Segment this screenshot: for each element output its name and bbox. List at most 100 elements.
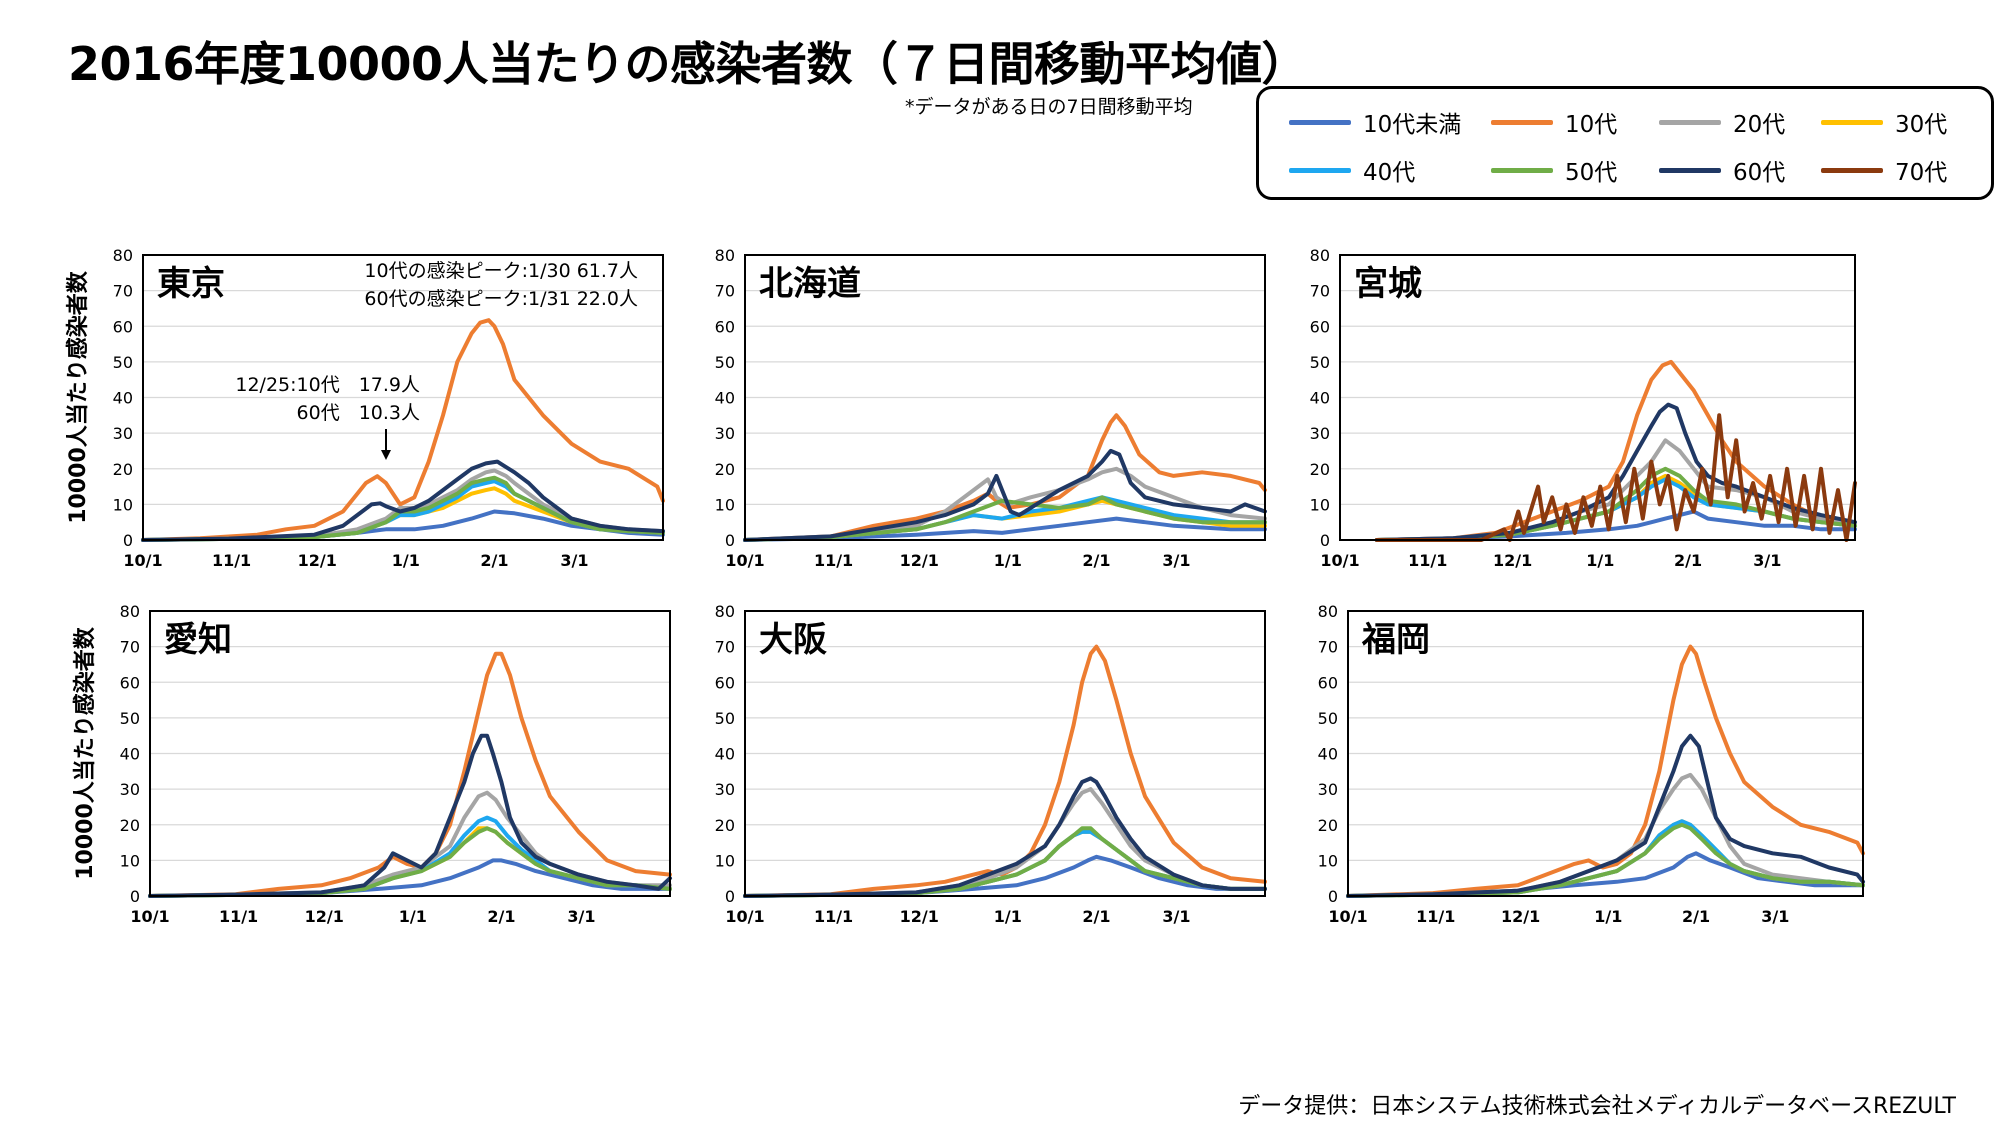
y-tick-label: 30 — [120, 780, 140, 799]
series-line-5 — [743, 826, 1267, 898]
chart-title: 北海道 — [759, 264, 861, 304]
x-tick-label: 10/1 — [123, 551, 162, 570]
x-tick-label: 12/1 — [900, 551, 939, 570]
x-tick-label: 10/1 — [1320, 551, 1359, 570]
y-tick-label: 60 — [1318, 673, 1338, 692]
y-tick-label: 80 — [120, 602, 140, 621]
series-line-4 — [1346, 819, 1865, 898]
x-tick-label: 2/1 — [1674, 551, 1702, 570]
annotation-peak-10s: 10代の感染ピーク:1/30 61.7人 — [364, 260, 638, 282]
legend-swatch — [1289, 119, 1351, 125]
x-tick-label: 12/1 — [298, 551, 337, 570]
series-line-1 — [148, 651, 672, 898]
y-tick-label: 20 — [120, 816, 140, 835]
x-tick-label: 11/1 — [1408, 551, 1447, 570]
y-tick-label: 40 — [715, 389, 735, 408]
annotation-1225-60s: 60代 10.3人 — [297, 402, 420, 424]
y-tick-label: 80 — [113, 246, 133, 265]
plot-frame — [744, 254, 1266, 541]
y-tick-label: 70 — [120, 638, 140, 657]
x-tick-label: 11/1 — [814, 907, 853, 926]
x-tick-label: 3/1 — [567, 907, 595, 926]
x-tick-label: 11/1 — [814, 551, 853, 570]
x-tick-label: 12/1 — [305, 907, 344, 926]
legend-item-30s: 30代 — [1821, 105, 1947, 139]
y-tick-label: 60 — [1310, 317, 1330, 336]
series-line-6 — [743, 448, 1267, 542]
y-tick-label: 0 — [130, 887, 140, 906]
y-tick-label: 30 — [113, 424, 133, 443]
x-tick-label: 10/1 — [130, 907, 169, 926]
x-tick-label: 10/1 — [725, 551, 764, 570]
y-tick-label: 40 — [113, 389, 133, 408]
legend-label: 40代 — [1363, 160, 1416, 186]
x-tick-label: 12/1 — [900, 907, 939, 926]
x-tick-label: 2/1 — [480, 551, 508, 570]
x-tick-label: 10/1 — [1328, 907, 1367, 926]
y-tick-label: 20 — [715, 460, 735, 479]
x-tick-label: 1/1 — [994, 551, 1022, 570]
y-tick-label: 70 — [715, 638, 735, 657]
x-tick-label: 3/1 — [1162, 551, 1190, 570]
legend-label: 10代 — [1565, 112, 1618, 138]
y-tick-label: 40 — [715, 745, 735, 764]
legend-swatch — [1821, 119, 1883, 125]
x-tick-label: 12/1 — [1501, 907, 1540, 926]
y-tick-label: 60 — [120, 673, 140, 692]
legend: 10代未満 10代 20代 30代 40代 50代 60代 70代 — [1256, 86, 1994, 200]
series-line-5 — [743, 495, 1267, 542]
y-tick-label: 50 — [1318, 709, 1338, 728]
x-tick-label: 2/1 — [1082, 551, 1110, 570]
y-tick-label: 20 — [715, 816, 735, 835]
x-tick-label: 12/1 — [1493, 551, 1532, 570]
y-tick-label: 20 — [113, 460, 133, 479]
x-tick-label: 11/1 — [219, 907, 258, 926]
legend-label: 60代 — [1733, 160, 1786, 186]
legend-item-20s: 20代 — [1659, 105, 1785, 139]
legend-item-40s: 40代 — [1289, 153, 1415, 187]
series-line-1 — [1374, 359, 1857, 542]
legend-label: 30代 — [1895, 112, 1948, 138]
page-note: *データがある日の7日間移動平均 — [905, 96, 1193, 118]
y-tick-label: 80 — [715, 602, 735, 621]
series-line-1 — [1346, 644, 1865, 898]
x-tick-label: 11/1 — [1416, 907, 1455, 926]
legend-item-60s: 60代 — [1659, 153, 1785, 187]
y-tick-label: 30 — [1310, 424, 1330, 443]
x-tick-label: 1/1 — [994, 907, 1022, 926]
annotation-arrow-head — [381, 450, 391, 460]
y-tick-label: 80 — [1310, 246, 1330, 265]
x-tick-label: 3/1 — [1761, 907, 1789, 926]
legend-item-under10: 10代未満 — [1289, 105, 1461, 139]
series-line-6 — [743, 776, 1267, 898]
y-tick-label: 70 — [715, 282, 735, 301]
y-tick-label: 0 — [725, 887, 735, 906]
y-tick-label: 30 — [1318, 780, 1338, 799]
y-tick-label: 50 — [113, 353, 133, 372]
annotation-peak-60s: 60代の感染ピーク:1/31 22.0人 — [364, 288, 638, 310]
series-line-6 — [141, 459, 665, 542]
legend-swatch — [1491, 119, 1553, 125]
y-tick-label: 0 — [725, 531, 735, 550]
y-tick-label: 20 — [1318, 816, 1338, 835]
annotation-1225-10s: 12/25:10代 17.9人 — [235, 374, 420, 396]
x-tick-label: 1/1 — [1594, 907, 1622, 926]
y-tick-label: 10 — [715, 851, 735, 870]
chart-title: 宮城 — [1354, 264, 1422, 304]
x-tick-label: 1/1 — [1586, 551, 1614, 570]
y-tick-label: 60 — [715, 317, 735, 336]
y-tick-label: 40 — [1318, 745, 1338, 764]
series-line-2 — [1346, 772, 1865, 898]
series-line-5 — [141, 475, 665, 542]
y-tick-label: 50 — [715, 709, 735, 728]
legend-swatch — [1491, 167, 1553, 173]
y-tick-label: 70 — [1318, 638, 1338, 657]
y-tick-label: 10 — [120, 851, 140, 870]
x-tick-label: 1/1 — [399, 907, 427, 926]
legend-item-70s: 70代 — [1821, 153, 1947, 187]
x-tick-label: 2/1 — [487, 907, 515, 926]
y-tick-label: 60 — [113, 317, 133, 336]
y-tick-label: 0 — [1328, 887, 1338, 906]
y-axis-label: 10000人当たり感染者数 — [65, 270, 91, 524]
series-line-5 — [148, 826, 672, 898]
